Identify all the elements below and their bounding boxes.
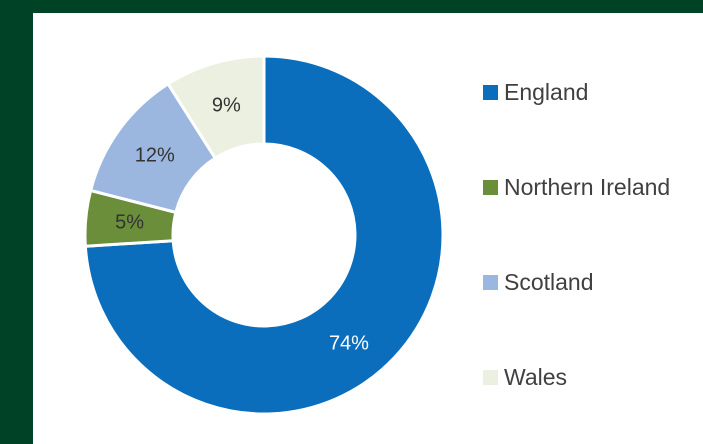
legend-label: Scotland	[504, 268, 594, 295]
slice-england	[83, 54, 445, 416]
legend-item-england: England	[483, 74, 588, 110]
data-label-england: 74%	[329, 333, 369, 355]
legend-label: Northern Ireland	[504, 173, 671, 200]
legend-swatch	[483, 84, 498, 100]
legend-swatch	[483, 179, 498, 195]
slice-wales	[166, 54, 266, 161]
data-label-scotland: 12%	[135, 145, 175, 167]
legend-label: Wales	[504, 363, 568, 390]
legend-item-scotland: Scotland	[483, 264, 594, 300]
legend-label: England	[504, 78, 589, 105]
data-label-northern-ireland: 5%	[115, 211, 144, 233]
legend-swatch	[483, 369, 498, 385]
data-label-wales: 9%	[212, 94, 241, 116]
legend-item-northern-ireland: Northern Ireland	[483, 169, 670, 205]
legend-swatch	[483, 274, 498, 290]
legend-item-wales: Wales	[483, 359, 567, 395]
